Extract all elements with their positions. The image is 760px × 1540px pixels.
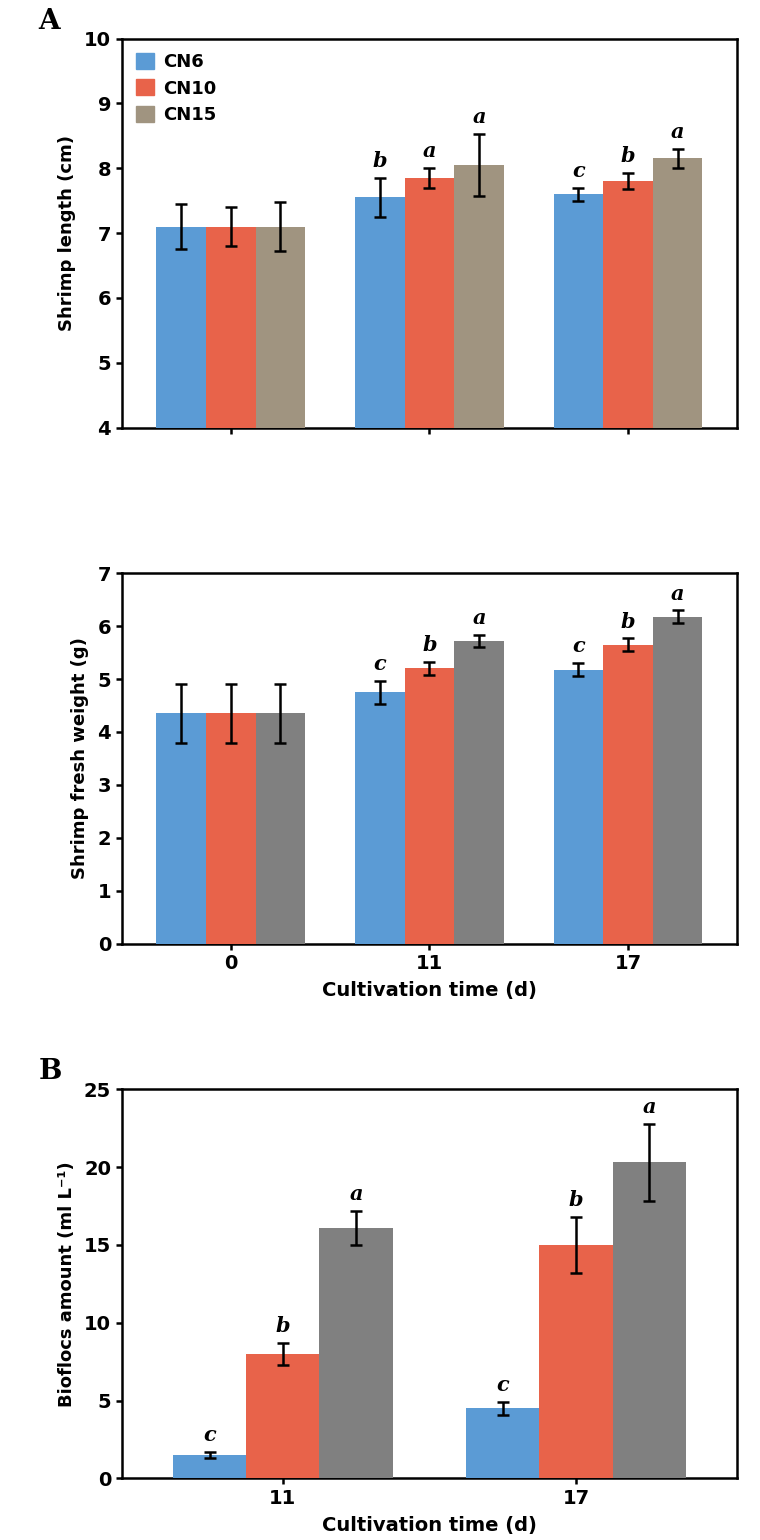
Bar [653,159,702,687]
Text: c: c [496,1375,509,1395]
Text: c: c [203,1424,216,1445]
Text: a: a [350,1184,363,1204]
Bar [355,197,404,687]
Bar [319,1227,393,1478]
Bar [454,641,504,944]
Text: a: a [423,142,436,162]
Text: a: a [472,608,486,628]
Bar [355,693,404,944]
Text: a: a [642,1096,656,1116]
Y-axis label: Shrimp fresh weight (g): Shrimp fresh weight (g) [71,638,89,879]
Bar [157,713,206,944]
Text: a: a [472,106,486,126]
Bar [157,226,206,687]
Legend: CN6, CN10, CN15: CN6, CN10, CN15 [131,48,222,129]
Text: c: c [572,160,584,180]
Bar [255,226,306,687]
Bar [603,645,653,944]
Bar [404,668,454,944]
Bar [603,182,653,687]
X-axis label: Cultivation time (d): Cultivation time (d) [322,981,537,1001]
Bar [454,165,504,687]
Bar [466,1409,540,1478]
Bar [404,179,454,687]
Y-axis label: Shrimp length (cm): Shrimp length (cm) [58,136,76,331]
Text: b: b [372,151,387,171]
Bar [613,1163,686,1478]
Text: b: b [621,146,635,166]
Text: a: a [671,122,684,142]
Bar [255,713,306,944]
Y-axis label: Bioflocs amount (ml L⁻¹): Bioflocs amount (ml L⁻¹) [58,1161,75,1406]
Bar [553,194,603,687]
Bar [206,226,255,687]
Text: b: b [621,611,635,631]
Bar [246,1354,319,1478]
Bar [173,1455,246,1478]
X-axis label: Cultivation time (d): Cultivation time (d) [322,1517,537,1535]
Text: a: a [671,584,684,604]
Text: c: c [373,654,386,675]
Bar [206,713,255,944]
Bar [553,670,603,944]
Text: b: b [422,636,437,656]
Bar [653,616,702,944]
Text: A: A [39,8,60,34]
Text: b: b [276,1317,290,1337]
Text: B: B [39,1058,62,1086]
Text: c: c [572,636,584,656]
Text: b: b [568,1190,583,1210]
Bar [540,1244,613,1478]
